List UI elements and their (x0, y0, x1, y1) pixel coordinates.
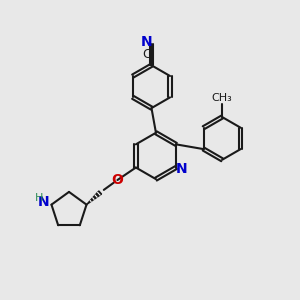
Text: CH₃: CH₃ (212, 93, 232, 103)
Polygon shape (86, 191, 102, 205)
Text: N: N (38, 195, 50, 209)
Text: N: N (141, 35, 152, 50)
Text: C: C (142, 48, 151, 61)
Text: H: H (35, 193, 43, 203)
Text: O: O (112, 173, 123, 187)
Text: N: N (175, 162, 187, 176)
